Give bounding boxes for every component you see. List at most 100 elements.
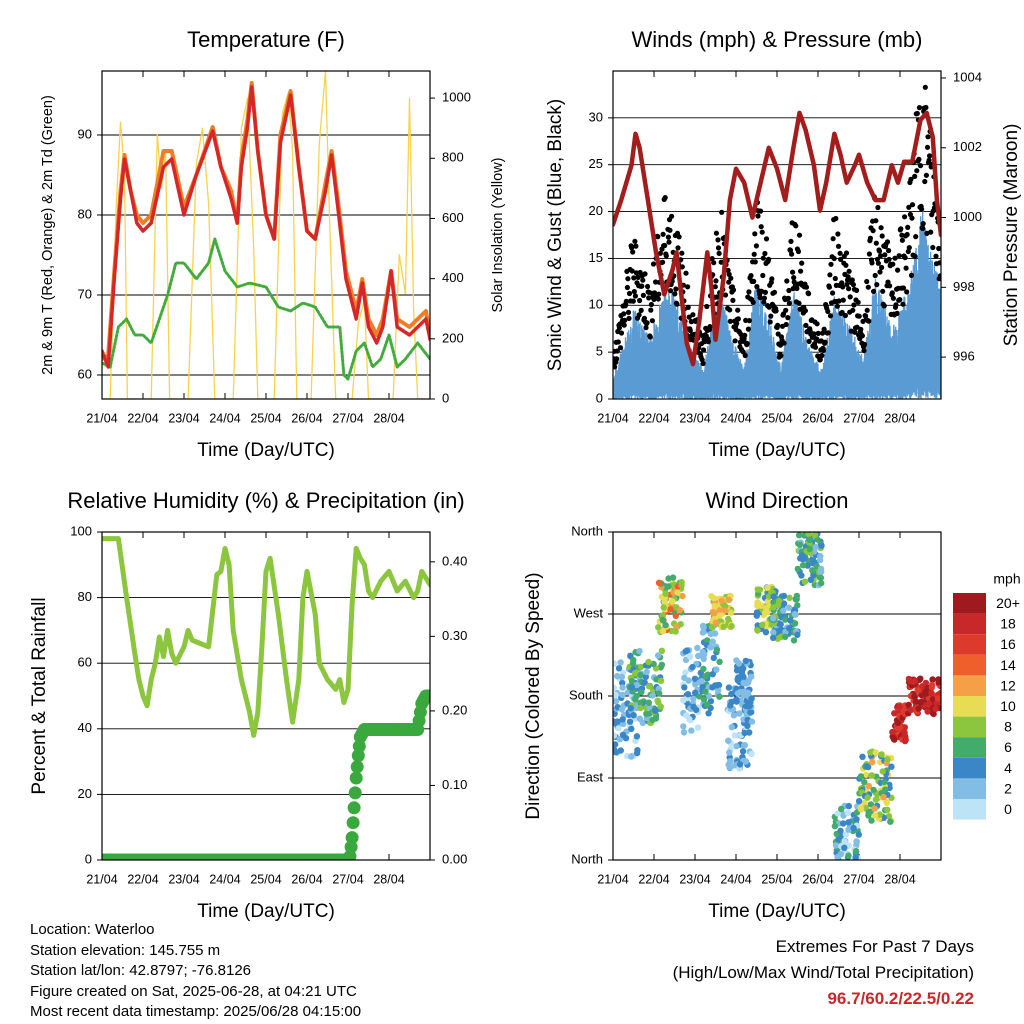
x-tick-label: 26/04 (291, 411, 322, 425)
direction-point (741, 742, 748, 749)
gust-point (761, 295, 768, 301)
direction-point (841, 838, 848, 845)
direction-point (800, 562, 807, 569)
x-axis-title: Time (Day/UTC) (708, 440, 846, 461)
gust-point (735, 316, 741, 322)
direction-point (657, 703, 664, 710)
gust-point (896, 253, 902, 259)
direction-point (742, 657, 749, 665)
direction-point (739, 748, 747, 755)
precip-point (347, 801, 361, 815)
precip-point (344, 840, 358, 854)
gust-point (806, 291, 812, 297)
gust-point (753, 243, 760, 249)
direction-point (790, 637, 798, 644)
gust-point (773, 308, 779, 314)
chart-title: Winds (mph) & Pressure (mb) (632, 27, 923, 52)
direction-point (646, 683, 653, 690)
gust-point (876, 248, 883, 254)
gust-point (715, 245, 722, 251)
gust-point (715, 237, 721, 243)
gust-point (838, 256, 844, 262)
direction-point (720, 623, 727, 630)
y-tick-label: North (571, 523, 603, 538)
direction-point (864, 763, 871, 770)
gust-point (854, 287, 860, 293)
direction-point (617, 747, 624, 754)
direction-point (853, 816, 860, 823)
gust-point (923, 172, 930, 178)
direction-point (659, 612, 666, 619)
colorbar-swatch (953, 613, 986, 635)
gust-point (832, 275, 838, 282)
gust-point (757, 295, 763, 301)
gust-point (817, 357, 823, 363)
humidity-chart: 21/04 22/04 23/04 24/04 25/04 26/04 27/04 28/04… (29, 488, 467, 922)
gust-point (781, 340, 787, 346)
gust-point (707, 324, 713, 330)
gust-point (700, 360, 706, 367)
gust-point (667, 227, 673, 233)
gust-point (621, 311, 627, 317)
direction-point (816, 556, 824, 564)
direction-point (872, 812, 879, 819)
gust-point (669, 213, 675, 219)
gust-point (814, 321, 820, 327)
direction-point (922, 679, 930, 687)
gust-point (909, 215, 915, 221)
direction-point (716, 607, 723, 614)
x-tick-label: 26/04 (802, 872, 833, 886)
gust-point (626, 315, 632, 321)
gust-point (879, 233, 885, 239)
direction-point (708, 593, 715, 600)
gust-point (833, 215, 839, 222)
gust-point (758, 208, 764, 214)
direction-point (707, 630, 715, 638)
gust-point (701, 347, 707, 353)
colorbar-label: 18 (1000, 616, 1016, 632)
direction-point (725, 615, 732, 623)
gust-point (666, 239, 672, 245)
direction-point (619, 691, 626, 699)
gust-point (812, 344, 819, 350)
gust-point (768, 313, 774, 319)
gust-point (790, 269, 796, 275)
precip-point (422, 689, 430, 703)
direction-point (637, 699, 644, 706)
gust-point (630, 249, 636, 255)
gust-point (732, 338, 738, 344)
direction-point (796, 541, 804, 548)
direction-point (879, 768, 886, 775)
gust-point (630, 298, 636, 304)
gust-point (865, 284, 871, 290)
direction-point (682, 669, 689, 676)
direction-point (643, 668, 650, 676)
gust-point (653, 279, 659, 285)
y2-tick-label: 998 (953, 279, 975, 294)
gust-point (830, 236, 836, 242)
gust-point (685, 304, 691, 310)
direction-point (613, 691, 619, 699)
direction-point (744, 689, 751, 696)
direction-point (880, 793, 887, 801)
gust-point (617, 345, 624, 351)
gust-point (858, 326, 864, 332)
gust-point (769, 276, 775, 282)
direction-point (786, 594, 793, 601)
gust-point (752, 259, 758, 265)
direction-point (780, 607, 787, 614)
y2-tick-label: 996 (953, 349, 975, 364)
direction-point (884, 806, 891, 813)
gust-point (879, 264, 885, 271)
gust-point (799, 260, 805, 266)
gust-point (728, 275, 734, 281)
gust-point (892, 255, 898, 261)
direction-point (791, 611, 799, 618)
direction-point (615, 665, 623, 672)
gust-point (754, 284, 760, 290)
gust-point (665, 234, 672, 240)
x-tick-label: 25/04 (250, 411, 281, 425)
precip-point (346, 816, 360, 830)
gust-point (629, 245, 635, 251)
y2-tick-label: 200 (442, 330, 464, 345)
